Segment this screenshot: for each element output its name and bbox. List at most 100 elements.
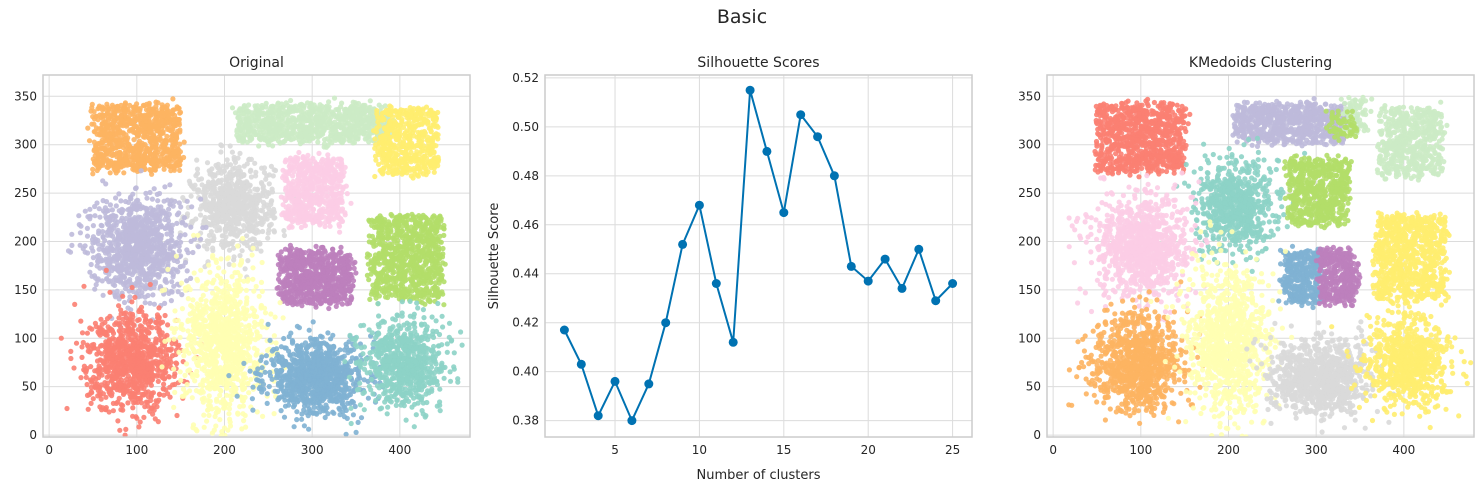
scatter-point [235,175,242,181]
scatter-point [114,288,120,294]
scatter-point [374,111,380,117]
scatter-point [321,122,327,128]
scatter-point [134,113,140,119]
scatter-point [178,264,184,270]
scatter-point [202,193,208,199]
x-tick-label: 400 [388,443,411,457]
scatter-point [144,195,150,201]
scatter-point [122,239,128,245]
scatter-point [386,152,393,158]
scatter-point [317,222,323,228]
scatter-point [100,146,106,152]
scatter-point [283,136,290,142]
scatter-point [406,121,412,127]
scatter-point [146,106,152,112]
scatter-point [406,137,412,143]
scatter-point [91,129,97,135]
scatter-point [353,135,359,141]
y-tick-label: 250 [14,186,37,200]
scatter-point [331,95,338,101]
scatter-point [257,240,263,246]
y-tick-label: 100 [14,331,37,345]
scatter-point [85,125,91,131]
scatter-point [100,158,107,164]
scatter-point [270,120,276,126]
scatter-point [215,212,221,218]
scatter-point [123,139,129,145]
scatter-point [396,135,402,142]
scatter-point [167,246,173,252]
scatter-point [231,172,237,178]
scatter-point [435,132,441,138]
scatter-point [372,173,378,180]
scatter-point [345,114,351,120]
scatter-point [250,236,256,242]
scatter-point [111,119,117,125]
scatter-point [210,179,217,186]
scatter-point [414,149,420,155]
scatter-point [96,230,102,236]
scatter-point [184,247,190,253]
scatter-point [270,103,276,109]
scatter-point [247,195,253,201]
scatter-point [138,241,145,247]
scatter-point [392,108,399,114]
scatter-point [223,205,229,211]
scatter-point [273,110,279,116]
scatter-point [94,263,100,269]
scatter-point [77,230,83,236]
scatter-point [255,107,262,113]
scatter-point [283,100,289,106]
scatter-point [387,118,393,124]
scatter-point [231,254,237,260]
scatter-point [177,110,183,116]
scatter-point [82,208,88,214]
scatter-point [340,186,346,192]
scatter-point [133,166,140,172]
scatter-point [261,169,267,176]
scatter-point [194,157,200,163]
scatter-point [92,213,98,219]
scatter-point [88,108,94,114]
scatter-point [109,207,115,213]
scatter-point [119,206,125,212]
scatter-point [308,100,314,106]
scatter-point [367,98,373,104]
scatter-point [135,132,141,138]
scatter-point [296,179,302,185]
scatter-point [378,140,384,146]
scatter-point [308,195,314,202]
scatter-point [267,223,273,229]
scatter-point [102,237,108,244]
scatter-point [258,180,265,186]
scatter-point [125,118,131,124]
scatter-point [147,119,153,125]
scatter-point [113,195,119,201]
scatter-point [159,130,165,136]
scatter-cluster [371,103,442,181]
scatter-point [152,281,158,287]
scatter-point [372,145,378,151]
scatter-point [409,155,416,161]
scatter-point [145,157,151,164]
scatter-point [137,285,143,291]
scatter-point [268,163,274,169]
scatter-point [176,248,182,254]
scatter-point [177,141,183,147]
scatter-point [202,218,208,224]
y-tick-label: 350 [14,89,37,103]
scatter-point [339,167,345,173]
scatter-point [296,187,302,193]
scatter-point [326,218,332,224]
scatter-point [254,186,261,192]
scatter-point [398,107,404,113]
scatter-point [111,248,117,254]
scatter-point [333,124,339,130]
scatter-point [227,143,233,149]
scatter-point [213,162,219,168]
scatter-point [282,177,288,183]
scatter-point [373,129,380,135]
scatter-point [269,186,275,192]
scatter-point [271,228,277,234]
scatter-point [283,169,289,175]
